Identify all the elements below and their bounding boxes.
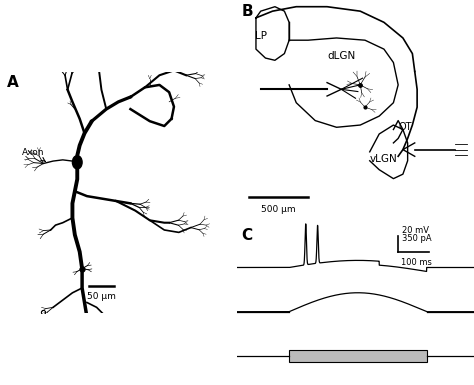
Text: OT: OT [398, 122, 411, 132]
Text: 500 μm: 500 μm [261, 206, 296, 214]
Text: 50 μm: 50 μm [87, 291, 116, 301]
Text: B: B [242, 5, 254, 20]
Text: Axon: Axon [22, 148, 46, 161]
Text: C: C [242, 228, 253, 243]
Text: 20 mV: 20 mV [402, 226, 428, 235]
Text: 350 pA: 350 pA [402, 234, 431, 243]
Text: LP: LP [255, 31, 267, 41]
Text: vLGN: vLGN [370, 154, 398, 164]
Text: 100 ms: 100 ms [401, 258, 431, 267]
Ellipse shape [73, 156, 82, 169]
Text: A: A [7, 75, 19, 90]
Bar [289, 350, 427, 362]
Text: dLGN: dLGN [327, 51, 356, 61]
